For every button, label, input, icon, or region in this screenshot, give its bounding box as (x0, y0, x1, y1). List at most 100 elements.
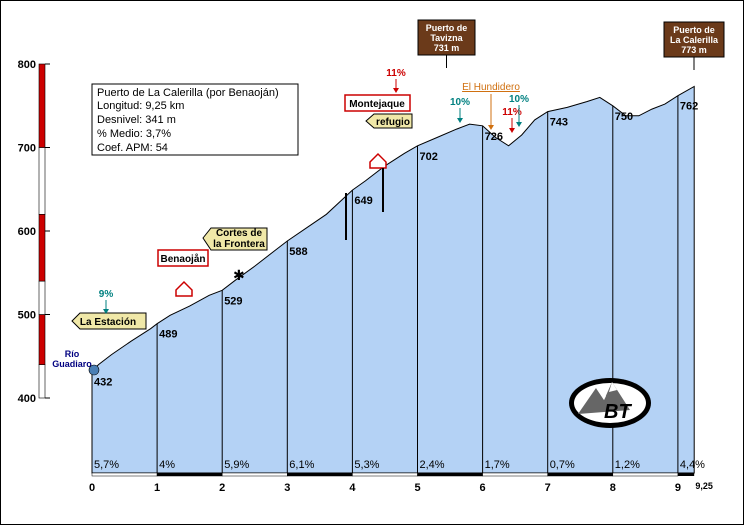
grade-mark-arrow (509, 128, 515, 133)
place-label: la Frontera (213, 239, 265, 250)
segment-altitude: 489 (159, 329, 177, 341)
segment-altitude: 726 (485, 131, 503, 143)
y-tick-label: 400 (18, 393, 36, 405)
segment-grade: 5,7% (94, 459, 119, 471)
x-scale-segment (221, 472, 288, 477)
place-label-box (71, 312, 147, 330)
x-scale-segment (287, 472, 353, 477)
grade-mark-label: 11% (502, 107, 522, 118)
place-label: El Hundidero (462, 82, 520, 93)
grade-mark-label: 10% (509, 94, 529, 105)
x-scale-segment (482, 472, 548, 477)
segment-grade: 1,2% (615, 459, 640, 471)
x-axis: 0 1 2 3 4 5 6 7 8 9 9,25 (89, 472, 713, 494)
y-axis: 400 500 600 700 800 (18, 59, 50, 405)
logo-text: BT (604, 401, 632, 423)
x-tick-label: 4 (349, 482, 356, 494)
grade-mark-label: 9% (99, 289, 114, 300)
place-label: Benaojån (160, 253, 205, 265)
x-tick-label: 9 (675, 482, 681, 494)
river-icon (88, 364, 100, 376)
village-icon (369, 152, 387, 169)
segment-grade: 4,4% (680, 459, 705, 471)
bt-logo: BT (569, 378, 651, 428)
grade-mark-label: 11% (386, 68, 406, 79)
info-line: Coef. APM: 54 (97, 142, 168, 154)
grade-mark-arrow (457, 118, 463, 123)
summit-altitude: 731 m (434, 43, 460, 53)
grade-mark-arrow (103, 309, 109, 314)
slope-band (38, 314, 46, 365)
x-tick-label: 9,25 (695, 481, 713, 491)
summit-sign (417, 19, 476, 56)
x-scale-segment (417, 472, 483, 477)
y-tick-label: 800 (18, 59, 36, 71)
place-label: La Estación (80, 317, 136, 328)
slope-color-bar (38, 63, 46, 399)
grade-mark-arrow (516, 122, 522, 127)
segment-altitude: 743 (550, 117, 568, 129)
segment-grade: 5,9% (224, 459, 249, 471)
segment-altitude: 588 (289, 246, 307, 258)
slope-band (38, 147, 46, 215)
summit-name: La Calerilla (670, 35, 719, 45)
y-tick-label: 500 (18, 310, 36, 322)
segment-grade: 2,4% (420, 459, 445, 471)
x-tick-label: 8 (610, 482, 616, 494)
village-icon (175, 280, 193, 297)
pointer-arrow (488, 125, 494, 130)
summit-name: Puerto de (673, 25, 715, 35)
segment-grade: 0,7% (550, 459, 575, 471)
segment-grade: 5,3% (354, 459, 379, 471)
place-label-box (344, 94, 411, 112)
segment-altitude: 432 (94, 376, 112, 388)
x-tick-label: 6 (480, 482, 486, 494)
grade-mark-label: 10% (450, 97, 470, 108)
x-tick-label: 1 (154, 482, 160, 494)
segment-altitude: 702 (420, 151, 438, 163)
summit-altitude: 773 m (681, 45, 707, 55)
place-label-box (157, 249, 209, 267)
place-label: Guadiaro (52, 359, 92, 369)
place-label: Montejaque (349, 99, 405, 110)
x-scale-segment (156, 472, 223, 477)
info-box: Puerto de La Calerilla (por Benaoján) Lo… (91, 83, 299, 156)
junction-icon: ✱ (233, 267, 245, 283)
place-label-box (365, 113, 413, 129)
x-scale-segment (547, 472, 614, 477)
info-line: % Medio: 3,7% (97, 128, 171, 140)
grade-mark-arrow (393, 88, 399, 93)
y-tick-label: 600 (18, 226, 36, 238)
segment-grade: 1,7% (485, 459, 510, 471)
place-label-box (202, 227, 268, 251)
place-label: refugio (376, 117, 410, 128)
x-tick-label: 7 (545, 482, 551, 494)
x-scale-segment (612, 472, 679, 477)
slope-band (38, 364, 46, 399)
segment-grade: 4% (159, 459, 175, 471)
segment-altitude: 762 (680, 101, 698, 113)
info-line: Desnivel: 341 m (97, 114, 176, 126)
segment-labels: 432 5,7% 489 4% 529 5,9% 588 6,1% 649 5,3% 702 2,4%… (94, 101, 705, 471)
place-label: Río (65, 349, 80, 359)
summit-name: Tavizna (430, 33, 463, 43)
segment-altitude: 750 (615, 111, 633, 123)
x-tick-label: 5 (414, 482, 420, 494)
segment-grade: 6,1% (289, 459, 314, 471)
slope-band (38, 280, 46, 315)
place-label: Cortes de (216, 228, 263, 239)
x-scale-segment (352, 472, 418, 477)
segment-altitude: 529 (224, 295, 242, 307)
info-line: Longitud: 9,25 km (97, 100, 184, 112)
y-tick-label: 700 (18, 143, 36, 155)
x-scale-segment (677, 473, 695, 476)
x-tick-label: 3 (284, 482, 290, 494)
info-line: Puerto de La Calerilla (por Benaoján) (97, 87, 279, 99)
slope-band (38, 214, 46, 282)
summit-name: Puerto de (426, 23, 468, 33)
slope-band (38, 63, 46, 148)
x-tick-label: 2 (219, 482, 225, 494)
